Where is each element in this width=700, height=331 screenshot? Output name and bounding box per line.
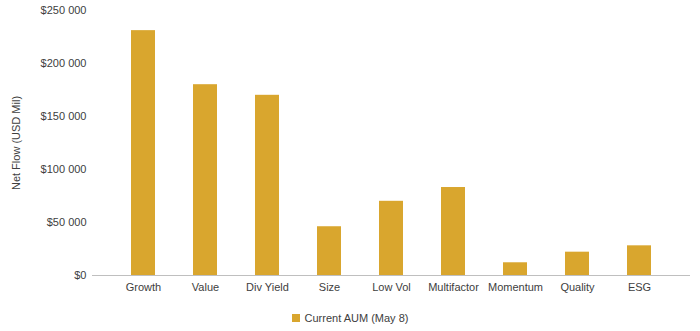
html-text:Current AUM (May 8): Current AUM (May 8) bbox=[304, 312, 409, 324]
svg-text:Div Yield: Div Yield bbox=[246, 281, 289, 293]
svg-text:Value: Value bbox=[192, 281, 219, 293]
svg-text:$250 000: $250 000 bbox=[41, 4, 87, 16]
svg-text:Net Flow (USD Mil): Net Flow (USD Mil) bbox=[10, 96, 22, 190]
svg-text:Multifactor: Multifactor bbox=[428, 281, 479, 293]
svg-text:$150 000: $150 000 bbox=[41, 110, 87, 122]
svg-text:$0: $0 bbox=[74, 269, 86, 281]
svg-text:$200 000: $200 000 bbox=[41, 57, 87, 69]
svg-text:Low Vol: Low Vol bbox=[372, 281, 411, 293]
svg-text:$50 000: $50 000 bbox=[47, 216, 87, 228]
svg-text:ESG: ESG bbox=[628, 281, 651, 293]
svg-text:Size: Size bbox=[319, 281, 340, 293]
svg-text:Growth: Growth bbox=[126, 281, 161, 293]
svg-text:Momentum: Momentum bbox=[488, 281, 543, 293]
svg-text:Quality: Quality bbox=[560, 281, 595, 293]
svg-text:$100 000: $100 000 bbox=[41, 163, 87, 175]
